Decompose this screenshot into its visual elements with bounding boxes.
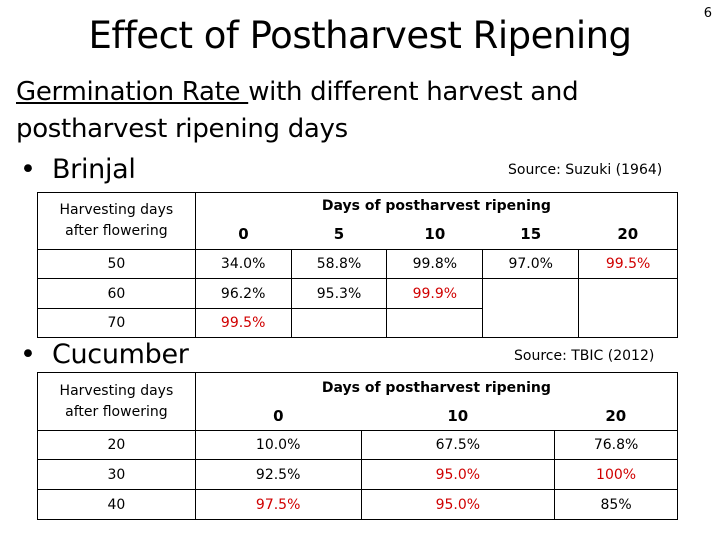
table-cell	[578, 278, 678, 309]
cucumber-col-header: 20	[554, 402, 678, 431]
table-cell: 95.0%	[360, 489, 555, 520]
table-cell: 85%	[554, 489, 678, 520]
bullet-icon: •	[20, 154, 36, 185]
table-cell	[482, 308, 579, 338]
row-label: 50	[37, 249, 196, 279]
cucumber-col-header: 10	[361, 402, 555, 431]
table-cell: 34.0%	[194, 249, 292, 279]
row-header-line1: Harvesting days	[59, 202, 174, 218]
row-label: 30	[37, 459, 196, 490]
bullet-icon: •	[20, 339, 36, 370]
table-cell	[290, 308, 387, 338]
table-cell: 96.2%	[194, 278, 292, 309]
table-cell: 99.5%	[578, 249, 678, 279]
brinjal-group-header: Days of postharvest ripening	[194, 192, 679, 220]
subtitle-line2: postharvest ripening days	[16, 114, 348, 144]
table-cell	[482, 278, 579, 309]
slide-title: Effect of Postharvest Ripening	[88, 14, 632, 57]
table-cell: 99.5%	[194, 308, 292, 338]
table-cell: 97.0%	[482, 249, 579, 279]
brinjal-col-header: 5	[291, 219, 387, 250]
table-cell: 92.5%	[194, 459, 361, 490]
row-header-line2: after flowering	[65, 403, 168, 420]
table-row: 70 99.5%	[37, 308, 678, 338]
cucumber-row-header: Harvesting days after flowering	[37, 372, 196, 431]
page-number: 6	[703, 6, 712, 21]
table-cell: 67.5%	[360, 430, 555, 460]
row-label: 40	[37, 489, 196, 520]
table-cell: 58.8%	[290, 249, 387, 279]
row-label: 70	[37, 308, 196, 338]
table-cell: 97.5%	[194, 489, 361, 520]
row-header-line2: after flowering	[65, 223, 168, 239]
table-row: 20 10.0% 67.5% 76.8%	[37, 430, 678, 460]
table-cell: 100%	[554, 459, 678, 490]
table-row: 50 34.0% 58.8% 99.8% 97.0% 99.5%	[37, 249, 678, 279]
brinjal-col-header: 0	[194, 219, 292, 250]
brinjal-label: Brinjal	[51, 154, 136, 185]
table-row: 60 96.2% 95.3% 99.9%	[37, 278, 678, 309]
brinjal-col-header: 15	[482, 219, 579, 250]
brinjal-source: Source: Suzuki (1964)	[508, 162, 663, 178]
slide-subtitle: Germination Rate with different harvest …	[16, 74, 696, 148]
brinjal-heading: • Brinjal	[20, 154, 136, 185]
cucumber-table: Harvesting days after flowering Days of …	[37, 372, 679, 520]
table-cell: 99.8%	[386, 249, 483, 279]
table-cell: 76.8%	[554, 430, 678, 460]
table-cell: 99.9%	[386, 278, 483, 309]
row-label: 20	[37, 430, 196, 460]
cucumber-source: Source: TBIC (2012)	[514, 348, 655, 364]
table-cell: 10.0%	[194, 430, 361, 460]
cucumber-heading: • Cucumber	[20, 339, 189, 370]
subtitle-underlined: Germination Rate	[16, 77, 249, 107]
cucumber-group-header: Days of postharvest ripening	[194, 372, 679, 403]
brinjal-row-header: Harvesting days after flowering	[37, 192, 196, 250]
table-cell	[578, 308, 678, 338]
table-cell: 95.0%	[360, 459, 555, 490]
row-header-line1: Harvesting days	[59, 382, 174, 399]
brinjal-col-header: 10	[386, 219, 483, 250]
table-row: 30 92.5% 95.0% 100%	[37, 459, 678, 490]
table-row: 40 97.5% 95.0% 85%	[37, 489, 678, 520]
row-label: 60	[37, 278, 196, 309]
table-cell: 95.3%	[290, 278, 387, 309]
cucumber-col-header: 0	[194, 402, 361, 431]
brinjal-table: Harvesting days after flowering Days of …	[37, 192, 679, 338]
subtitle-line1-rest: with different harvest and	[248, 77, 579, 107]
table-cell	[386, 308, 483, 338]
cucumber-label: Cucumber	[51, 339, 189, 370]
brinjal-col-header: 20	[578, 219, 678, 250]
